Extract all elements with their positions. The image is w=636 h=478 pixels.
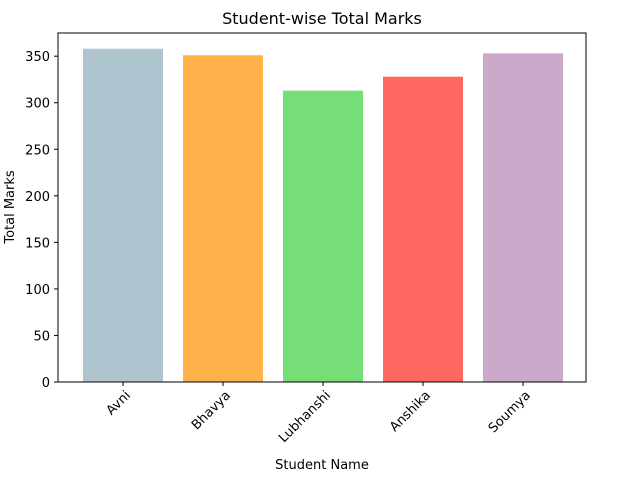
bars-group	[83, 48, 563, 383]
plot-area-frame	[57, 32, 587, 383]
bar-lubhanshi	[283, 90, 363, 383]
y-tick-label: 350	[25, 50, 50, 65]
x-tick-label: Bhavya	[189, 388, 234, 433]
bar-avni	[83, 48, 163, 383]
y-tick-label: 300	[25, 97, 50, 112]
y-axis-label: Total Marks	[3, 170, 18, 245]
y-tick-label: 0	[42, 376, 50, 391]
chart-title: Student-wise Total Marks	[222, 9, 422, 28]
x-tick-label: Soumya	[486, 388, 534, 436]
y-axis-ticks: 0 50 100 150 200 250 300 350	[25, 50, 58, 391]
y-tick-label: 50	[33, 329, 50, 344]
y-tick-label: 200	[25, 190, 50, 205]
x-tick-label: Anshika	[387, 388, 434, 435]
y-tick-label: 150	[25, 236, 50, 251]
x-tick-label: Avni	[104, 388, 134, 418]
bar-bhavya	[183, 55, 263, 382]
y-tick-label: 100	[25, 283, 50, 298]
y-tick-label: 250	[25, 143, 50, 158]
bar-soumya	[483, 53, 563, 383]
bar-anshika	[383, 76, 463, 382]
x-tick-label: Lubhanshi	[276, 388, 334, 446]
x-axis-label: Student Name	[275, 458, 369, 473]
x-axis-ticks: Avni Bhavya Lubhanshi Anshika Soumya	[104, 382, 534, 446]
